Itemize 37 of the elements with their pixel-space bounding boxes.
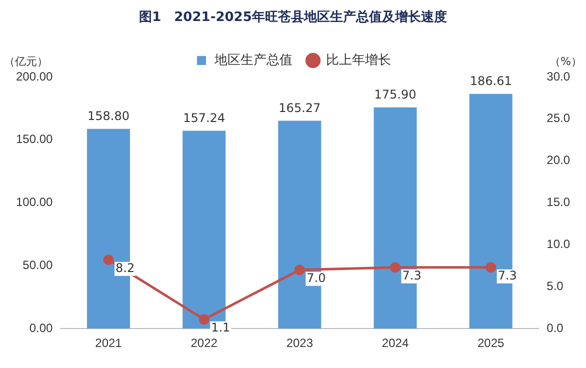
- point: [294, 264, 305, 276]
- data-label: 1.1: [211, 320, 230, 334]
- data-label: 158.80: [87, 108, 130, 123]
- data-label: 186.61: [470, 74, 512, 88]
- y-tick-label: 50.00: [22, 258, 54, 272]
- y-tick-label: 200.00: [16, 69, 54, 84]
- y-tick-label: 150.00: [16, 132, 54, 146]
- y2-tick-label: 30.0: [546, 69, 570, 84]
- point: [390, 262, 401, 273]
- point: [103, 254, 114, 266]
- y2-tick-label: 20.0: [546, 153, 570, 168]
- point: [198, 314, 210, 325]
- x-tick-label: 2023: [286, 336, 314, 350]
- chart-title: 图1 2021-2025年旺苍县地区生产总值及增长速度: [138, 8, 448, 26]
- data-label: 165.27: [278, 100, 321, 115]
- y2-tick-label: 0.0: [546, 320, 564, 335]
- x-tick-label: 2022: [190, 336, 218, 350]
- y-axis-title: （亿元）: [4, 54, 48, 69]
- data-label: 7.3: [402, 268, 422, 282]
- y2-tick-label: 10.0: [546, 237, 570, 252]
- data-label: 7.3: [498, 268, 517, 282]
- y2-tick-label: 15.0: [546, 195, 570, 210]
- x-tick-label: 2021: [95, 336, 122, 350]
- data-label: 8.2: [115, 260, 135, 275]
- point: [486, 262, 496, 273]
- y-tick-label: 0.00: [29, 320, 54, 335]
- data-label: 7.0: [306, 271, 326, 286]
- x-tick-label: 2024: [382, 336, 409, 350]
- y-tick-label: 100.00: [16, 195, 54, 210]
- y2-tick-label: 25.0: [546, 111, 570, 126]
- legend-label: 比上年增长: [326, 52, 391, 68]
- data-label: 175.90: [374, 87, 416, 102]
- y2-axis-title: （%）: [550, 54, 582, 69]
- legend-label: 地区生产总值: [214, 52, 292, 68]
- x-tick-label: 2025: [478, 336, 505, 350]
- y2-tick-label: 5.0: [546, 278, 564, 293]
- data-label: 157.24: [183, 110, 226, 125]
